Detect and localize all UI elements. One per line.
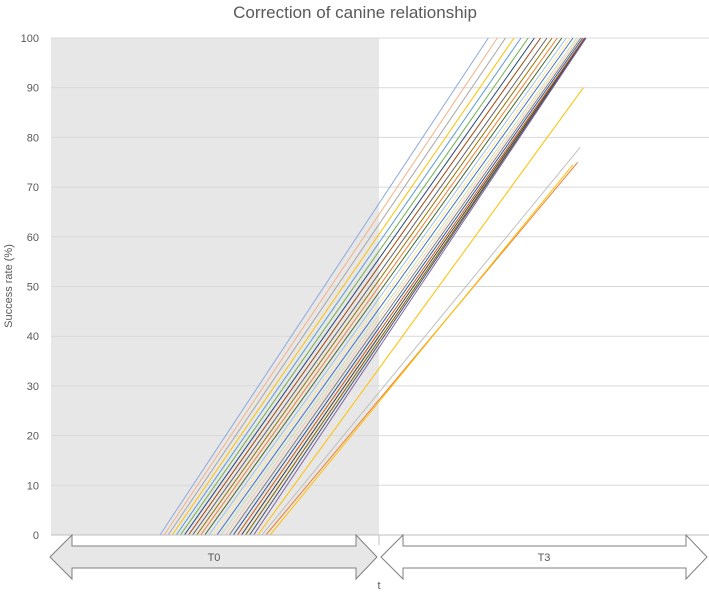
arrow-t0 [49,533,378,581]
phase-label-t3: T3 [538,552,551,564]
series-line [216,37,574,536]
y-tick-label: 20 [27,431,39,443]
y-tick-label: 80 [27,132,39,144]
y-tick-label: 70 [27,182,39,194]
y-tick-label: 0 [33,530,39,542]
series-line [257,87,584,536]
series-line [253,37,587,536]
series-line [196,37,553,536]
series-line [183,37,535,536]
series-line [236,37,585,536]
series-line [200,37,558,536]
gridlines [51,37,709,486]
series-line [220,37,578,536]
series-line [175,37,522,536]
y-tick-label: 100 [21,33,39,45]
y-axis-ticks: 0 10 20 30 40 50 60 70 80 90 100 [21,33,39,542]
series-line [224,37,580,536]
series-line [192,37,548,536]
series-line [261,146,581,536]
chart-title: Correction of canine relationship [233,3,477,22]
series-line [249,37,587,536]
period-arrows [49,533,708,581]
series-line [179,37,529,536]
series-line [212,37,571,536]
arrow-t3 [380,533,708,581]
y-tick-label: 60 [27,232,39,244]
series-line [167,37,506,536]
series-line [204,37,563,536]
series-line [188,37,542,536]
series-line [269,164,574,536]
x-axis-label: t [377,580,380,592]
y-axis-label: Success rate (%) [3,244,15,328]
y-tick-label: 30 [27,381,39,393]
y-tick-label: 50 [27,282,39,294]
y-tick-label: 10 [27,480,39,492]
series-line [228,37,582,536]
series-line [163,37,498,536]
series-line [159,37,489,536]
y-tick-label: 40 [27,331,39,343]
series-line [208,37,567,536]
y-tick-label: 90 [27,83,39,95]
series-line [265,161,579,536]
series-lines [159,37,587,536]
series-line [232,37,584,536]
series-line [171,37,515,536]
phase-label-t0: T0 [208,552,221,564]
series-line [241,37,586,536]
